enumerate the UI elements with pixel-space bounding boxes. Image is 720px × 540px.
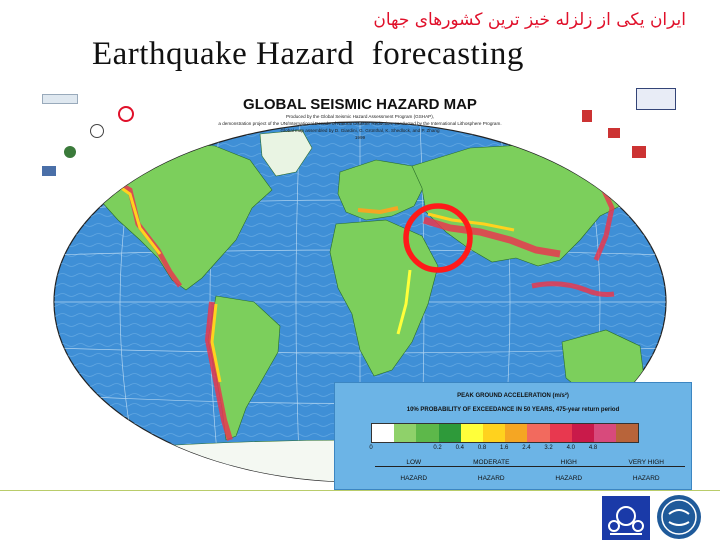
sponsor-logo [118,106,134,122]
sponsor-logo [582,110,592,122]
legend-swatch [527,424,550,442]
sponsor-logo [636,88,676,110]
sponsor-logo [608,128,620,138]
legend-category: MODERATE [452,459,530,467]
legend-tick: 3.2 [544,445,553,451]
legend-swatch [593,424,617,442]
sponsor-logo [42,166,56,176]
legend-tick: 4.8 [588,445,598,451]
sponsor-logo [64,146,76,158]
legend-swatch [394,424,417,442]
legend-tick: 0.4 [455,445,464,451]
hazard-legend: PEAK GROUND ACCELERATION (m/s²) 10% PROB… [334,382,692,490]
legend-category-sub: HAZARD [477,475,505,482]
persian-title: ایران یکی از زلزله خیز ترین کشورهای جهان [373,10,686,30]
institute-logo [602,496,650,540]
map-title: GLOBAL SEISMIC HAZARD MAP [243,96,477,113]
credit-line: Produced by the Global Seismic Hazard As… [285,114,435,119]
legend-swatch [549,424,572,442]
map-credits: Produced by the Global Seismic Hazard As… [200,113,520,141]
legend-tick: 0.8 [477,445,487,451]
legend-color-scale [371,423,640,443]
southeast-asia-islands [531,281,615,297]
sponsor-logo [632,146,646,158]
legend-category-sub: HAZARD [555,475,583,482]
legend-swatch [505,424,528,442]
north-america [99,141,273,291]
legend-category-sub: HAZARD [632,475,660,482]
legend-swatch [372,424,395,442]
greenland [259,129,313,177]
legend-swatch [616,424,639,442]
legend-swatch [571,424,594,442]
legend-ticks: 0 0.2 0.4 0.8 1.6 2.4 3.2 4.0 4.8 [369,445,691,455]
legend-tick: 2.4 [522,445,531,451]
legend-swatch [438,424,461,442]
credit-line: 1999 [354,135,366,140]
slide-title: Earthquake Hazard forecasting [92,36,524,72]
legend-category: LOW [375,459,453,467]
legend-categories: LOW MODERATE HIGH VERY HIGH [375,459,685,467]
legend-category: VERY HIGH [607,459,685,467]
iran-highlight-circle [403,203,473,273]
footer-divider [0,490,720,491]
legend-title: PEAK GROUND ACCELERATION (m/s²) [457,393,569,399]
credit-line: a demonstration project of the UN/Intern… [218,121,502,126]
europe [337,159,425,221]
legend-tick: 1.6 [500,445,509,451]
legend-tick: 0.2 [433,445,442,451]
legend-tick: 0 [369,445,373,451]
credit-line: Global map assembled by D. Giardini, G. … [280,128,440,133]
legend-category-subs: HAZARD HAZARD HAZARD HAZARD [375,475,685,482]
legend-swatch [416,424,439,442]
sponsor-logo [42,94,78,104]
legend-swatch [482,424,506,442]
legend-tick: 4.0 [566,445,575,451]
sponsor-logo [90,124,104,138]
legend-category: HIGH [530,459,608,467]
university-logo [657,495,701,539]
legend-category-sub: HAZARD [400,475,428,482]
legend-subtitle: 10% PROBABILITY OF EXCEEDANCE IN 50 YEAR… [406,407,620,413]
legend-swatch [460,424,483,442]
